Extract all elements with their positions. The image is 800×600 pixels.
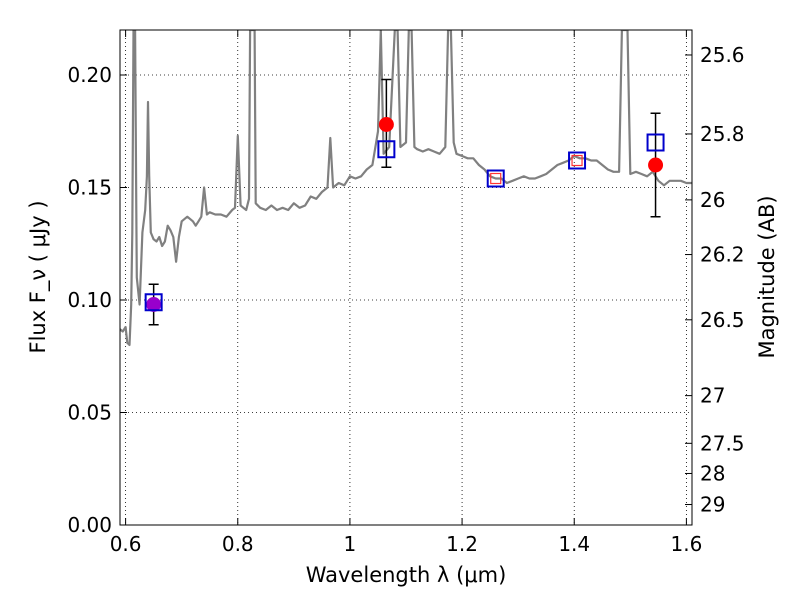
y2-tick-label: 27.5 — [700, 431, 745, 455]
model-square — [646, 133, 665, 152]
y-tick-label: 0.00 — [67, 513, 112, 537]
y2-tick-label: 26.2 — [700, 243, 745, 267]
y2-tick-label: 26.5 — [700, 308, 745, 332]
y-tick-label: 0.20 — [67, 63, 112, 87]
y-tick-label: 0.05 — [67, 401, 112, 425]
x-tick-label: 1 — [344, 532, 357, 556]
y2-tick-label: 27 — [700, 384, 725, 408]
spectrum-line — [120, 30, 692, 347]
model-square — [568, 151, 587, 170]
x-tick-label: 0.6 — [110, 532, 142, 556]
photometry-point — [146, 297, 162, 312]
axes: 0.6 0.8 1 1.2 1.4 1.6 0.00 0.05 0.10 0.15 0.20 25.6… — [67, 30, 745, 556]
model-square-small — [490, 172, 502, 185]
model-square — [486, 169, 505, 188]
model-square-small — [571, 154, 583, 167]
photometry-point — [378, 117, 394, 132]
x-tick-label: 1.2 — [446, 532, 478, 556]
y-tick-label: 0.10 — [67, 288, 112, 312]
model-square — [377, 140, 396, 159]
y2-tick-label: 25.6 — [700, 43, 745, 67]
plot-area — [120, 30, 692, 347]
model-square — [144, 293, 163, 312]
x-tick-label: 1.6 — [670, 532, 702, 556]
x-tick-label: 0.8 — [222, 532, 254, 556]
x-tick-label: 1.4 — [558, 532, 590, 556]
photometry-point — [648, 157, 664, 173]
y2-tick-label: 28 — [700, 461, 725, 485]
y2-tick-label: 26 — [700, 188, 725, 212]
plot-frame — [119, 29, 693, 526]
y2-tick-label: 25.8 — [700, 122, 745, 146]
y-tick-label: 0.15 — [67, 176, 112, 200]
y-axis-title: Flux F_ν ( μJy ) — [26, 200, 51, 353]
y2-axis-title: Magnitude (AB) — [755, 195, 779, 358]
y2-tick-label: 29 — [700, 493, 725, 517]
x-axis-title: Wavelength λ (μm) — [306, 563, 507, 587]
